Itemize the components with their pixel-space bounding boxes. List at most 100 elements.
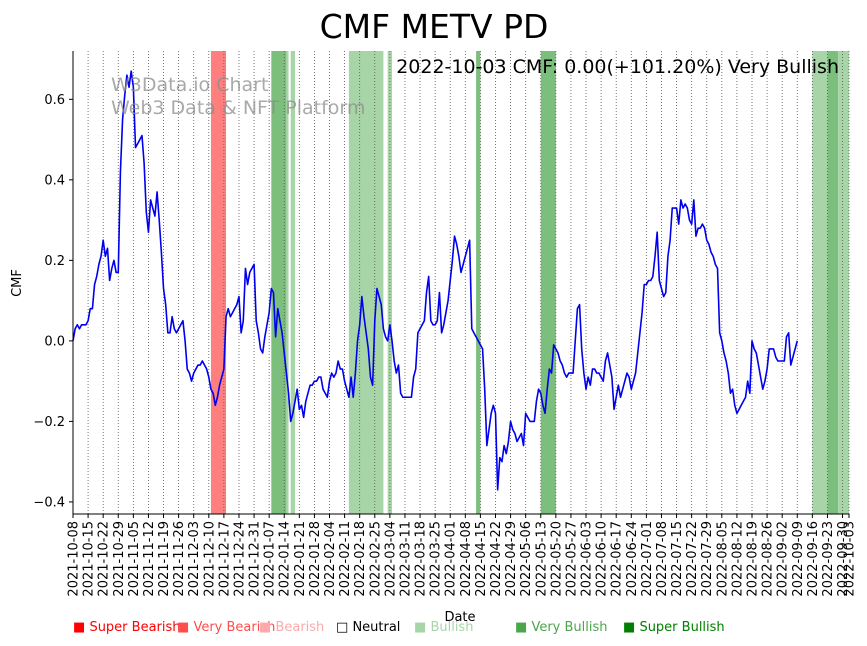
series-line-cmf xyxy=(72,70,799,491)
x-tick-label: 2021-11-26 xyxy=(172,521,187,597)
x-tick-label: 2022-05-20 xyxy=(549,521,564,597)
x-tick-label: 2021-11-05 xyxy=(127,521,142,597)
legend-label: Bullish xyxy=(430,620,474,635)
signal-band xyxy=(348,51,384,514)
x-tick-label: 2022-08-05 xyxy=(715,521,730,597)
x-tick-label: 2022-02-25 xyxy=(368,521,383,597)
legend-item-very-bearish: ■ Very Bearish xyxy=(177,620,275,635)
x-tick-label: 2022-02-11 xyxy=(338,521,353,597)
x-tick-label: 2021-10-29 xyxy=(112,521,127,597)
legend-square-icon: ■ xyxy=(177,620,190,635)
legend-square-icon: □ xyxy=(336,620,349,635)
legend-label: Neutral xyxy=(352,620,401,635)
signal-bands xyxy=(210,51,849,514)
x-tick-label: 2021-10-08 xyxy=(67,521,82,597)
x-tick-label: 2021-12-03 xyxy=(187,521,202,597)
x-tick-label: 2022-04-01 xyxy=(444,521,459,597)
x-tick-label: 2021-11-12 xyxy=(142,521,157,597)
x-tick-label: 2022-03-25 xyxy=(429,521,444,597)
legend-label: Super Bullish xyxy=(639,620,725,635)
legend-square-icon: ■ xyxy=(623,620,636,635)
x-tick-label: 2022-07-01 xyxy=(640,521,655,597)
y-tick-label: 0.4 xyxy=(44,173,65,188)
status-annotation: 2022-10-03 CMF: 0.00(+101.20%) Very Bull… xyxy=(396,56,839,78)
x-tick-label: 2022-09-09 xyxy=(791,521,806,597)
legend-square-icon: ■ xyxy=(259,620,272,635)
x-tick-label: 2022-03-18 xyxy=(414,521,429,597)
signal-band xyxy=(812,51,828,514)
watermark-line-1: W3Data.io Chart xyxy=(111,74,268,96)
x-tick-label: 2022-08-26 xyxy=(761,521,776,597)
x-tick-label: 2022-04-15 xyxy=(474,521,489,597)
y-tick-label: −0.4 xyxy=(33,495,65,510)
x-tick-label: 2022-03-04 xyxy=(383,521,398,597)
x-tick-label: 2022-01-07 xyxy=(263,521,278,597)
watermark-line-2: Web3 Data & NFT Platform xyxy=(111,97,365,119)
x-tick-label: 2021-12-24 xyxy=(232,521,247,597)
x-tick-label: 2022-08-12 xyxy=(730,521,745,597)
x-tick-label: 2022-08-19 xyxy=(746,521,761,597)
signal-band xyxy=(540,51,556,514)
chart-title: CMF METV PD xyxy=(320,7,549,46)
x-axis-label: Date xyxy=(444,610,475,625)
legend-item-bullish: ■ Bullish xyxy=(414,620,473,635)
legend-label: Very Bearish xyxy=(193,620,276,635)
x-tick-label: 2022-01-21 xyxy=(293,521,308,597)
x-tick-label: 2022-01-28 xyxy=(308,521,323,597)
signal-band xyxy=(838,51,849,514)
legend-square-icon: ■ xyxy=(414,620,427,635)
signal-band xyxy=(271,51,287,514)
x-tick-label: 2022-07-15 xyxy=(670,521,685,597)
series-lines xyxy=(72,70,799,491)
legend-item-neutral: □ Neutral xyxy=(336,620,400,635)
legend-label: Very Bullish xyxy=(531,620,608,635)
signal-band xyxy=(290,51,296,514)
y-tick-label: 0.0 xyxy=(44,334,65,349)
y-tick-label: 0.2 xyxy=(44,254,65,269)
x-tick-label: 2022-05-13 xyxy=(534,521,549,597)
x-tick-label: 2022-10-03 xyxy=(843,521,858,597)
legend-item-super-bearish: ■ Super Bearish xyxy=(73,620,181,635)
x-tick-label: 2022-06-10 xyxy=(595,521,610,597)
legend-item-very-bullish: ■ Very Bullish xyxy=(515,620,608,635)
x-tick-label: 2022-07-29 xyxy=(700,521,715,597)
signal-band xyxy=(286,51,289,514)
x-tick-label: 2022-09-23 xyxy=(821,521,836,597)
x-tick-label: 2022-06-17 xyxy=(610,521,625,597)
signal-band xyxy=(476,51,481,514)
legend-item-super-bullish: ■ Super Bullish xyxy=(623,620,725,635)
y-axis-label: CMF xyxy=(10,269,25,297)
legend-square-icon: ■ xyxy=(73,620,86,635)
y-tick-label: −0.2 xyxy=(33,415,65,430)
x-tick-label: 2022-02-04 xyxy=(323,521,338,597)
x-tick-label: 2021-12-17 xyxy=(217,521,232,597)
legend-label: Super Bearish xyxy=(89,620,181,635)
axes xyxy=(72,51,849,515)
x-tick-label: 2021-10-22 xyxy=(97,521,112,597)
y-axis-ticks: −0.4 −0.2 0.0 0.2 0.4 0.6 xyxy=(33,93,73,510)
x-tick-label: 2021-12-10 xyxy=(202,521,217,597)
legend-square-icon: ■ xyxy=(515,620,528,635)
x-tick-label: 2022-09-30 xyxy=(836,521,851,597)
x-tick-label: 2022-02-18 xyxy=(353,521,368,597)
x-tick-label: 2021-12-31 xyxy=(248,521,263,597)
x-tick-label: 2022-09-02 xyxy=(776,521,791,597)
vertical-gridlines xyxy=(72,51,850,514)
x-tick-label: 2021-10-15 xyxy=(82,521,97,597)
x-tick-label: 2022-07-22 xyxy=(685,521,700,597)
x-tick-label: 2021-11-19 xyxy=(157,521,172,597)
legend-label: Bearish xyxy=(275,620,325,635)
x-tick-label: 2022-06-03 xyxy=(580,521,595,597)
x-tick-label: 2022-07-08 xyxy=(655,521,670,597)
x-tick-label: 2022-05-06 xyxy=(519,521,534,597)
y-tick-label: 0.6 xyxy=(44,93,65,108)
x-tick-label: 2022-03-11 xyxy=(398,521,413,597)
x-tick-label: 2022-04-29 xyxy=(504,521,519,597)
x-tick-label: 2022-05-27 xyxy=(564,521,579,597)
x-tick-label: 2022-06-24 xyxy=(625,521,640,597)
x-axis-ticks: 2021-10-08 2021-10-15 2021-10-22 2021-10-29… xyxy=(67,514,858,597)
x-tick-label: 2022-01-14 xyxy=(278,521,293,597)
signal-band xyxy=(827,51,839,514)
x-tick-label: 2022-04-08 xyxy=(459,521,474,597)
